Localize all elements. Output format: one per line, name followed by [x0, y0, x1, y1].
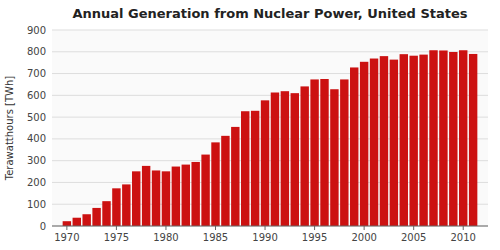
bar [419, 55, 427, 226]
grid-line [52, 51, 488, 52]
bar [310, 79, 318, 226]
bar [82, 214, 90, 226]
y-tick-label: 600 [27, 90, 46, 101]
bar [241, 111, 249, 226]
bar [291, 93, 299, 226]
bar [221, 136, 229, 226]
bar [409, 56, 417, 226]
y-tick-label: 300 [27, 155, 46, 166]
plot-area [52, 30, 488, 226]
bar [251, 111, 259, 226]
bar [201, 155, 209, 226]
bar [271, 93, 279, 226]
bar [400, 54, 408, 226]
x-tick [66, 226, 67, 230]
x-tick-label: 1970 [54, 232, 79, 243]
bar [142, 166, 150, 226]
grid-line [52, 226, 488, 227]
bar [261, 100, 269, 226]
x-tick [116, 226, 117, 230]
bar [390, 60, 398, 226]
bar [320, 79, 328, 226]
bar [281, 91, 289, 226]
x-tick [265, 226, 266, 230]
x-tick [413, 226, 414, 230]
x-tick [215, 226, 216, 230]
bar [211, 142, 219, 226]
bar [360, 62, 368, 226]
bar [429, 50, 437, 226]
y-grid [52, 30, 488, 226]
bar [231, 127, 239, 226]
x-tick-label: 2000 [351, 232, 376, 243]
bar [191, 162, 199, 226]
bar [459, 50, 467, 226]
bar [122, 184, 130, 226]
x-tick [364, 226, 365, 230]
title: Annual Generation from Nuclear Power, Un… [72, 6, 467, 21]
grid-line [52, 30, 488, 31]
bar [439, 50, 447, 226]
bar [152, 170, 160, 226]
x-tick-label: 2010 [451, 232, 476, 243]
bar [182, 165, 190, 226]
bar [370, 59, 378, 226]
bar [350, 67, 358, 226]
bar [469, 54, 477, 226]
y-tick-label: 900 [27, 25, 46, 36]
y-tick-labels: 0 100 200 300 400 500 600 700 800 900 [27, 25, 46, 232]
bar [300, 86, 308, 226]
bar [63, 221, 71, 226]
y-tick-label: 700 [27, 68, 46, 79]
y-tick-label: 200 [27, 177, 46, 188]
x-tick-label: 1995 [302, 232, 327, 243]
y-tick-label: 800 [27, 46, 46, 57]
y-axis-label: Terawatthours [TWh] [4, 76, 15, 181]
bar [172, 167, 180, 226]
bar [73, 218, 81, 226]
x-ticks: 1970 1975 1980 1985 1990 1995 2000 2005 2010 [54, 226, 476, 243]
y-tick-label: 100 [27, 199, 46, 210]
bar [112, 188, 120, 226]
bar [340, 79, 348, 226]
bar [162, 171, 170, 226]
x-tick [463, 226, 464, 230]
x-tick [165, 226, 166, 230]
y-tick-label: 0 [40, 221, 46, 232]
bar [132, 171, 140, 226]
x-tick-label: 1990 [252, 232, 277, 243]
x-tick-label: 1985 [203, 232, 228, 243]
bar [380, 56, 388, 226]
bar [102, 201, 110, 226]
x-tick-label: 1980 [153, 232, 178, 243]
y-tick-label: 500 [27, 112, 46, 123]
chart: 0 100 200 300 400 500 600 700 800 900 1970 1975 1980… [0, 0, 500, 250]
bar [330, 89, 338, 226]
bars [63, 50, 478, 226]
x-tick [314, 226, 315, 230]
x-tick-label: 2005 [401, 232, 426, 243]
y-tick-label: 400 [27, 133, 46, 144]
bar [92, 208, 100, 226]
bar [449, 52, 457, 226]
x-tick-label: 1975 [104, 232, 129, 243]
x-axis-line [52, 226, 488, 227]
